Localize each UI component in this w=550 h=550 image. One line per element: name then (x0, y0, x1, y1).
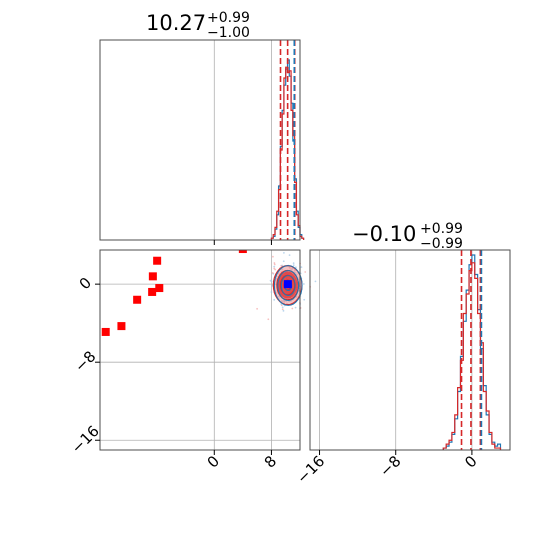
hist2-title-sub: −0.99 (420, 236, 463, 252)
scatter-sample-dot (304, 271, 307, 273)
scatter-sample-dot (281, 264, 284, 267)
scatter-contour-blue-2 (277, 270, 300, 301)
hist1-frame (99, 39, 301, 241)
scatter-sample-dot (300, 266, 303, 269)
panel-scatter-2d: 0 8 0 −8 −16 (68, 249, 317, 472)
scatter-sample-dot (282, 260, 285, 263)
scatter-square-point-2 (133, 295, 142, 304)
hist1-title-sup: +0.99 (207, 10, 250, 26)
hist1-title-sub: −1.00 (207, 25, 250, 41)
hist1-xtick-marks (213, 240, 272, 245)
scatter-contour-blue-3 (273, 265, 303, 306)
scatter-square-point-7 (238, 250, 247, 254)
scatter-sample-dot (281, 308, 284, 311)
hist2-frame (309, 249, 511, 451)
scatter-sample-dot (302, 283, 305, 285)
scatter-contour-blue-1 (280, 275, 296, 296)
scatter-sample-dot (303, 298, 306, 301)
scatter-sample-dot (292, 262, 295, 265)
scatter-square-point-6 (155, 284, 164, 293)
scatter-sample-dot (271, 284, 273, 287)
scatter-tick-marks (95, 283, 272, 455)
hist2-xtick-label-0: −16 (293, 452, 328, 487)
scatter-sample-dot (269, 279, 272, 282)
scatter-sample-dot (294, 306, 297, 309)
scatter-ytick-label-1: −8 (71, 347, 99, 375)
scatter-sample-dot (270, 291, 273, 293)
scatter-sample-dot (314, 280, 317, 283)
hist1-grid (213, 40, 272, 240)
scatter-xtick-label-1: 8 (261, 452, 280, 471)
hist2-xtick-labels: −16 −8 0 (293, 452, 480, 487)
scatter-frame (99, 249, 301, 451)
scatter-sample-dot (281, 306, 284, 309)
scatter-sample-dot (288, 254, 291, 257)
hist2-xtick-label-1: −8 (376, 452, 404, 480)
scatter-sample-dot (292, 264, 295, 267)
scatter-xtick-labels: 0 8 (204, 452, 281, 471)
scatter-xtick-label-0: 0 (204, 452, 223, 471)
hist2-grid (319, 250, 473, 450)
hist2-series-1 (442, 262, 502, 450)
scatter-sample-dot (256, 307, 259, 310)
scatter-truth-point (283, 280, 292, 289)
scatter-square-point-5 (153, 256, 162, 265)
scatter-sample-dot (294, 266, 297, 269)
scatter-square-point-1 (117, 322, 126, 331)
hist1-quantile-lines (279, 40, 296, 240)
scatter-square-points (101, 250, 292, 336)
scatter-sample-dot (273, 265, 276, 268)
hist2-quantile-lines (460, 250, 483, 450)
scatter-square-point-3 (148, 287, 157, 296)
scatter-sample-dot (274, 268, 277, 271)
scatter-sample-dot (273, 298, 276, 301)
panel-hist-param2: −16 −8 0 −0.10 +0.99 −0.99 (293, 221, 511, 487)
hist2-tick-marks (319, 450, 473, 455)
scatter-sample-dot (282, 309, 285, 312)
scatter-sample-dot (280, 304, 283, 307)
scatter-sample-dot (271, 272, 274, 274)
scatter-ytick-label-2: −16 (68, 422, 103, 457)
scatter-sample-dot (267, 318, 270, 321)
hist2-title-sup: +0.99 (420, 221, 463, 237)
scatter-sample-dot (291, 307, 294, 310)
scatter-square-point-4 (148, 272, 157, 281)
hist1-title-main: 10.27 (146, 11, 206, 35)
scatter-sample-dot (273, 263, 276, 266)
scatter-ytick-labels: 0 −8 −16 (68, 274, 103, 457)
scatter-grid (100, 250, 300, 450)
scatter-sample-dot (283, 251, 285, 254)
scatter-sample-dot (272, 255, 274, 258)
hist2-bars (442, 254, 502, 450)
hist2-xtick-label-2: 0 (461, 452, 480, 471)
scatter-sample-dot (273, 262, 276, 264)
scatter-ytick-label-0: 0 (76, 274, 95, 293)
scatter-square-point-0 (101, 327, 110, 336)
hist2-title-main: −0.10 (352, 222, 416, 246)
panel-hist-param1: 10.27 +0.99 −1.00 (99, 10, 305, 245)
